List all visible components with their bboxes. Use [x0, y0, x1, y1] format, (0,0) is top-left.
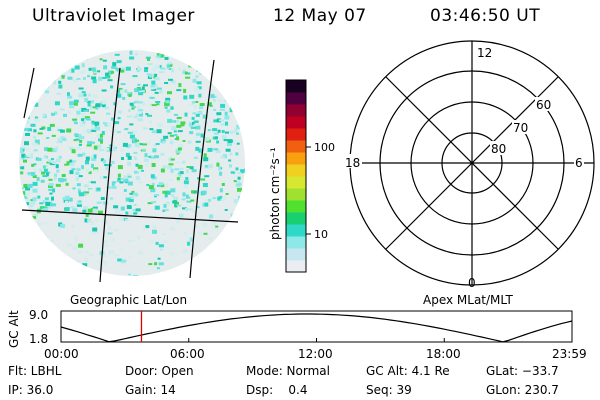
- time-tick-18: 18:00: [426, 347, 461, 361]
- colorbar-segment: [286, 104, 306, 117]
- meridian-line: [189, 59, 215, 279]
- mlt-label-18: 18: [345, 156, 360, 170]
- time-tick-6: 06:00: [170, 347, 205, 361]
- status-door: Door: Open: [125, 364, 194, 378]
- colorbar-tick-100: 100: [314, 141, 335, 154]
- colorbar-unit-label: photon cm⁻²s⁻¹: [268, 147, 282, 240]
- colorbar-segment: [286, 140, 306, 153]
- alt-axis-title: GC Alt: [7, 310, 21, 348]
- colorbar-segment: [286, 236, 306, 249]
- instrument-title: Ultraviolet Imager: [32, 6, 195, 26]
- status-gc-alt: GC Alt: 4.1 Re: [366, 364, 450, 378]
- status-gain: Gain: 14: [125, 383, 176, 397]
- apex-label: Apex MLat/MLT: [423, 293, 513, 307]
- status-mode: Mode: Normal: [246, 364, 330, 378]
- colorbar-segment: [286, 176, 306, 189]
- colorbar-segment: [286, 116, 306, 129]
- status-seq: Seq: 39: [366, 383, 412, 397]
- uv-image-disk: [19, 50, 245, 276]
- colorbar-segment: [286, 212, 306, 225]
- colorbar-segment: [286, 164, 306, 177]
- colorbar-segment: [286, 200, 306, 213]
- lat-label-60: 60: [536, 98, 551, 112]
- status-ip: IP: 36.0: [8, 383, 54, 397]
- status-glon: GLon: 230.7: [486, 383, 559, 397]
- colorbar: 100 10 photon cm⁻²s⁻¹: [268, 79, 335, 273]
- status-flt: Flt: LBHL: [8, 364, 62, 378]
- mlt-label-12: 12: [477, 46, 492, 60]
- lat-label-80: 80: [491, 142, 506, 156]
- alt-tick-9: 9.0: [29, 308, 48, 322]
- altitude-curve: [60, 313, 573, 343]
- time-tick-24: 23:59: [552, 347, 587, 361]
- geographic-grid: [21, 59, 239, 283]
- status-dsp: Dsp: 0.4: [246, 383, 308, 397]
- parallel-line: [21, 209, 239, 223]
- meridian-line: [99, 67, 121, 283]
- mlt-label-6: 6: [575, 156, 583, 170]
- colorbar-segment: [286, 188, 306, 201]
- altitude-plot: GC Alt 9.0 1.8 00:00 06:00 12:00 18:00 2…: [7, 308, 587, 361]
- time-tick-0: 00:00: [44, 347, 79, 361]
- time-tick-12: 12:00: [298, 347, 333, 361]
- colorbar-segment: [286, 224, 306, 237]
- colorbar-tick-10: 10: [314, 228, 328, 241]
- status-glat: GLat: −33.7: [486, 364, 559, 378]
- colorbar-segment: [286, 260, 306, 273]
- time-label: 03:46:50 UT: [430, 6, 541, 26]
- colorbar-segment: [286, 92, 306, 105]
- colorbar-segment: [286, 152, 306, 165]
- polar-grid: [349, 40, 595, 286]
- mlt-label-0: 0: [468, 276, 476, 290]
- geographic-label: Geographic Lat/Lon: [70, 293, 187, 307]
- alt-tick-1.8: 1.8: [29, 332, 48, 346]
- meridian-line: [23, 67, 35, 119]
- colorbar-segment: [286, 80, 306, 93]
- colorbar-segment: [286, 248, 306, 261]
- lat-label-70: 70: [513, 121, 528, 135]
- colorbar-segment: [286, 128, 306, 141]
- date-label: 12 May 07: [273, 6, 367, 26]
